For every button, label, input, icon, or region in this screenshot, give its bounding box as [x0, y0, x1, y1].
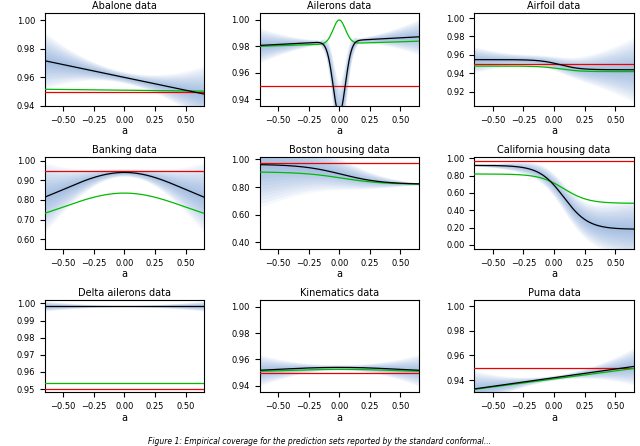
X-axis label: a: a [551, 413, 557, 423]
X-axis label: a: a [336, 126, 342, 136]
Title: Kinematics data: Kinematics data [300, 288, 379, 298]
X-axis label: a: a [551, 269, 557, 279]
X-axis label: a: a [336, 269, 342, 279]
X-axis label: a: a [336, 413, 342, 423]
X-axis label: a: a [122, 126, 127, 136]
Title: Banking data: Banking data [92, 145, 157, 154]
Title: Airfoil data: Airfoil data [527, 1, 580, 11]
Title: Ailerons data: Ailerons data [307, 1, 371, 11]
Title: Puma data: Puma data [527, 288, 580, 298]
X-axis label: a: a [122, 413, 127, 423]
Text: Figure 1: Empirical coverage for the prediction sets reported by the standard co: Figure 1: Empirical coverage for the pre… [148, 437, 492, 446]
Title: California housing data: California housing data [497, 145, 611, 154]
Title: Delta ailerons data: Delta ailerons data [78, 288, 171, 298]
Title: Boston housing data: Boston housing data [289, 145, 390, 154]
X-axis label: a: a [551, 126, 557, 136]
X-axis label: a: a [122, 269, 127, 279]
Title: Abalone data: Abalone data [92, 1, 157, 11]
